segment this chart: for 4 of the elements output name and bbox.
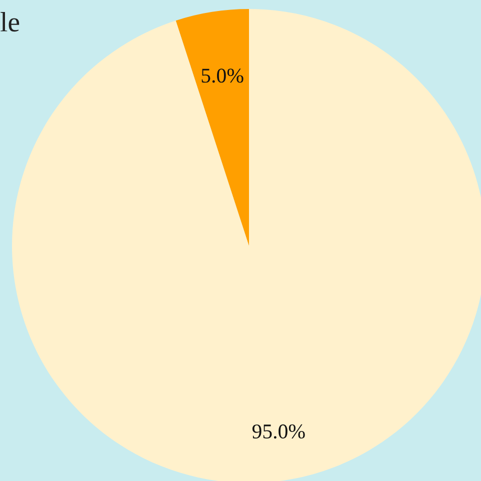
data-label: 95.0%: [252, 424, 305, 439]
chart-title: le: [0, 12, 20, 32]
data-label: 5.0%: [202, 68, 244, 83]
pie-slice: [176, 9, 249, 246]
